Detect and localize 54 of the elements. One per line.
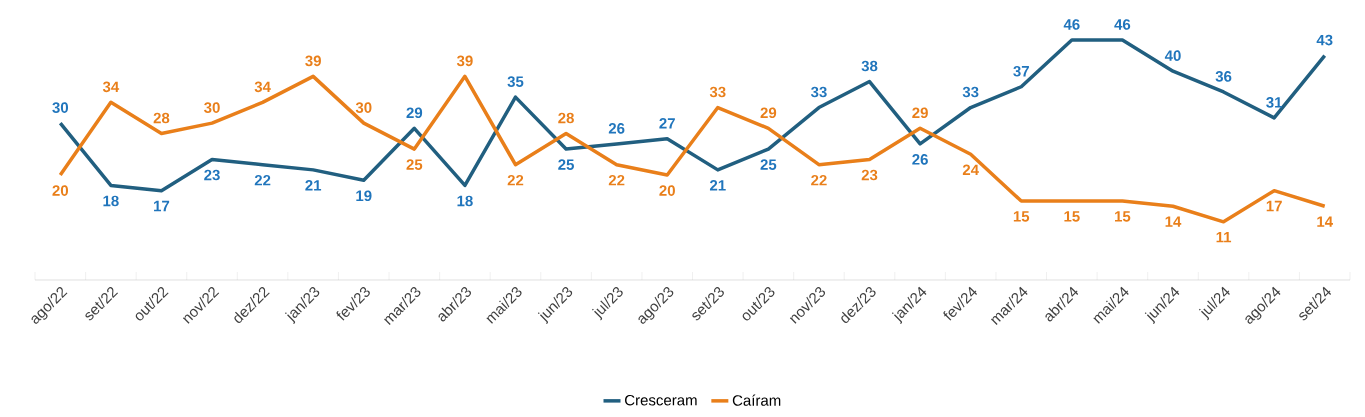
legend-label: Caíram <box>732 394 781 406</box>
data-label: 40 <box>1164 50 1181 61</box>
data-label: 29 <box>406 107 423 119</box>
data-label: 30 <box>52 102 69 113</box>
data-label: 35 <box>507 76 524 87</box>
data-label: 29 <box>760 107 777 119</box>
data-label: 18 <box>457 195 473 207</box>
data-label: 34 <box>102 81 120 93</box>
data-label: 17 <box>154 200 170 212</box>
data-label: 18 <box>103 195 119 207</box>
data-label: 25 <box>406 159 423 170</box>
data-label: 39 <box>456 55 473 67</box>
data-label: 22 <box>254 174 271 186</box>
data-label: 22 <box>507 174 524 186</box>
legend-label: Cresceram <box>625 394 697 406</box>
data-label: 30 <box>355 102 372 113</box>
data-label: 28 <box>558 112 574 124</box>
data-label: 23 <box>861 169 878 181</box>
data-label: 26 <box>608 123 625 134</box>
data-label: 33 <box>810 86 827 98</box>
data-label: 22 <box>608 174 625 186</box>
data-label: 38 <box>861 60 878 72</box>
data-label: 25 <box>760 159 777 170</box>
data-label: 29 <box>912 107 928 119</box>
data-label: 25 <box>558 159 574 170</box>
data-label: 11 <box>1216 232 1232 243</box>
data-label: 20 <box>659 185 675 196</box>
data-label: 33 <box>709 86 726 98</box>
data-label: 36 <box>1215 71 1232 82</box>
data-label: 14 <box>1317 216 1333 227</box>
data-label: 28 <box>153 112 170 124</box>
data-label: 15 <box>1064 211 1080 222</box>
data-label: 43 <box>1316 34 1333 46</box>
data-label: 39 <box>305 55 321 67</box>
data-label: 21 <box>709 180 726 191</box>
data-label: 46 <box>1063 19 1080 30</box>
data-label: 17 <box>1266 200 1282 212</box>
data-label: 34 <box>254 81 271 93</box>
data-label: 37 <box>1013 65 1029 77</box>
data-label: 30 <box>204 102 220 113</box>
data-label: 14 <box>1165 216 1182 227</box>
data-label: 24 <box>962 164 979 175</box>
data-label: 22 <box>811 174 827 186</box>
data-label: 31 <box>1266 97 1283 108</box>
data-label: 23 <box>204 169 220 181</box>
data-label: 33 <box>962 86 979 98</box>
data-label: 26 <box>912 154 928 165</box>
data-label: 19 <box>356 190 372 202</box>
data-label: 21 <box>305 180 322 191</box>
data-label: 15 <box>1013 211 1030 222</box>
data-label: 20 <box>52 185 69 196</box>
data-label: 27 <box>659 118 675 129</box>
data-label: 46 <box>1114 19 1131 30</box>
data-label: 15 <box>1115 211 1131 222</box>
